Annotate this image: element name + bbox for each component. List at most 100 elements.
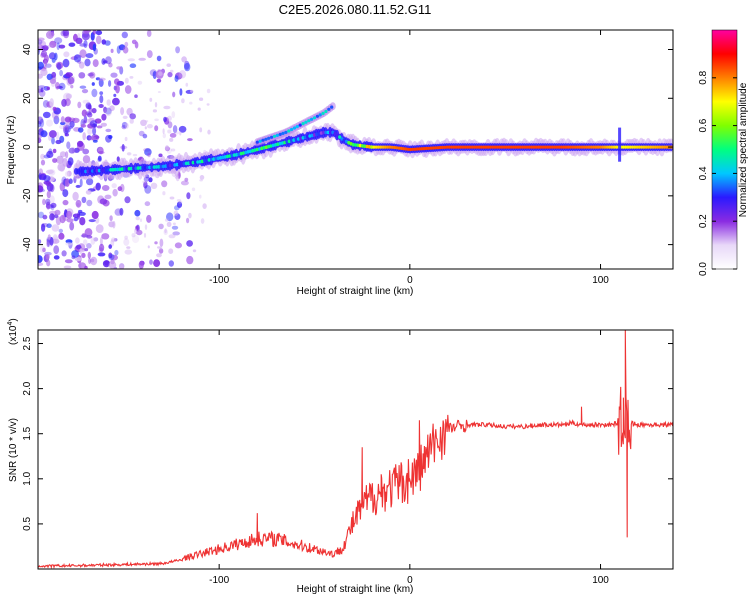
noise-blob	[42, 111, 51, 119]
spectrogram-frame	[37, 29, 674, 270]
ridge-core	[452, 145, 456, 149]
noise-blob	[80, 234, 89, 238]
noise-blob	[134, 41, 139, 49]
noise-blob	[174, 131, 180, 135]
noise-blob	[38, 255, 43, 264]
noise-blob	[42, 214, 48, 220]
noise-blob	[79, 85, 87, 89]
branch-core	[310, 117, 314, 121]
spectrogram-panel: -100 0 100 -40 -20 0 20 40 Height of straight l…	[6, 29, 674, 297]
noise-blob	[108, 80, 112, 87]
y-tick-label: 2.0	[22, 381, 33, 395]
noise-blob	[90, 258, 95, 263]
ridge-core	[324, 130, 328, 135]
noise-blob	[190, 89, 194, 93]
noise-blob	[124, 122, 129, 129]
noise-blob	[169, 133, 177, 138]
branch-core	[312, 116, 317, 120]
ridge-core	[445, 145, 449, 149]
noise-blob	[134, 209, 141, 217]
branch-core	[330, 105, 334, 109]
noise-blob	[174, 242, 182, 249]
noise-blob	[96, 125, 103, 129]
ridge-core	[498, 145, 502, 149]
colorbar-ticks: 0.0 0.2 0.4 0.6 0.8	[698, 70, 737, 276]
noise-blob	[64, 171, 70, 177]
noise-blob	[67, 76, 75, 85]
noise-blob	[98, 104, 104, 108]
snr-frame	[37, 329, 674, 570]
noise-blob	[143, 233, 147, 238]
noise-blob	[99, 236, 103, 246]
noise-blob	[164, 228, 167, 234]
branch-core	[275, 133, 279, 137]
noise-blob	[81, 109, 88, 117]
colorbar-tick-label: 0.0	[698, 262, 709, 276]
ridge-core	[585, 145, 589, 149]
noise-blob	[124, 235, 128, 240]
noise-blob	[144, 201, 151, 207]
ridge-core	[502, 145, 506, 149]
ridge-core	[511, 145, 516, 149]
ridge-core	[571, 145, 575, 149]
noise-blob	[169, 69, 174, 73]
noise-blob	[87, 123, 94, 129]
noise-blob	[101, 233, 110, 240]
noise-blob	[124, 196, 131, 204]
noise-blob	[163, 105, 171, 110]
multiplier-close: )	[8, 318, 19, 321]
noise-blob	[131, 233, 136, 238]
noise-blob	[48, 148, 53, 155]
noise-blob	[40, 68, 48, 76]
noise-blob	[103, 106, 108, 114]
noise-blob	[38, 73, 43, 79]
ridge-core	[548, 145, 552, 149]
branch-core	[304, 120, 308, 124]
colorbar: 0.0 0.2 0.4 0.6 0.8 Normalized spectral ampl…	[698, 29, 749, 276]
ridge-core	[93, 169, 97, 173]
noise-blob	[48, 169, 56, 176]
ridge-core	[406, 147, 410, 151]
ridge-core	[429, 146, 433, 150]
colorbar-tick-label: 0.4	[698, 166, 709, 180]
ridge-core	[647, 145, 651, 149]
noise-blob	[49, 40, 57, 48]
noise-blob	[180, 180, 189, 186]
noise-blob	[73, 54, 82, 63]
noise-blob	[95, 30, 103, 36]
noise-blob	[62, 158, 68, 167]
ridge-core	[610, 145, 614, 149]
noise-blob	[184, 177, 189, 182]
noise-blob	[49, 98, 54, 108]
noise-blob	[87, 72, 94, 77]
noise-blob	[112, 220, 116, 229]
noise-blob	[44, 59, 48, 66]
noise-blob	[58, 228, 63, 233]
ridge-core	[553, 145, 557, 149]
noise-blob	[179, 88, 183, 96]
branch-core	[258, 139, 262, 143]
noise-blob	[147, 245, 150, 249]
noise-blob	[45, 198, 51, 206]
noise-blob	[62, 124, 69, 132]
ridge-core	[425, 146, 429, 150]
noise-blob	[124, 85, 132, 94]
ridge-core	[461, 145, 465, 149]
branch-core	[292, 126, 297, 130]
noise-blob	[79, 217, 86, 226]
noise-blob	[92, 30, 97, 35]
noise-blob	[47, 234, 51, 241]
ridge-core	[509, 145, 513, 149]
ridge-core	[557, 145, 561, 149]
ridge-core	[578, 145, 582, 149]
ridge-core	[491, 145, 495, 149]
noise-blob	[185, 82, 189, 87]
noise-blob	[62, 199, 69, 206]
noise-blob	[48, 32, 55, 37]
ridge-core	[450, 145, 454, 149]
noise-blob	[95, 77, 101, 81]
noise-blob	[78, 61, 85, 69]
ridge-core	[415, 147, 420, 151]
noise-blob	[97, 151, 105, 154]
noise-blob	[114, 78, 120, 85]
